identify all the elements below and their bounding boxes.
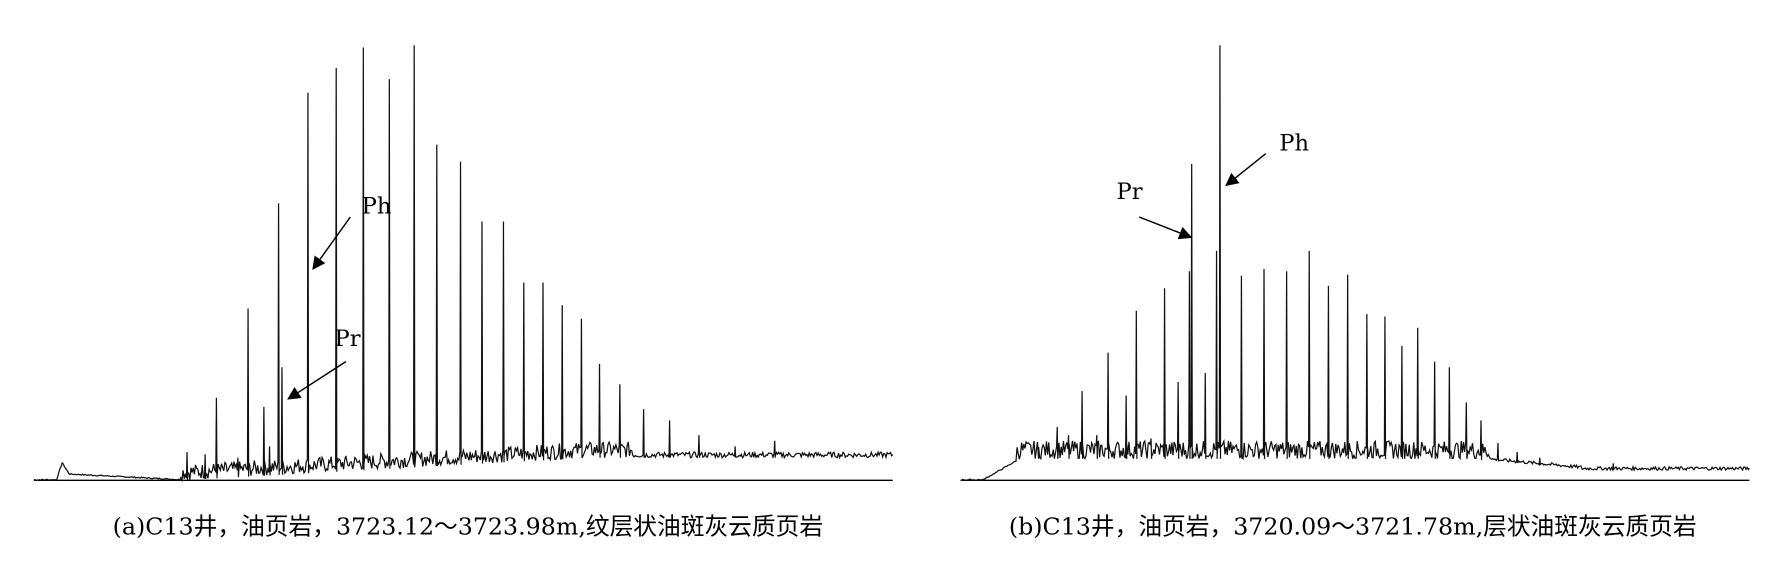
chromatogram-b	[960, 45, 1750, 482]
chromatogram-a	[33, 45, 894, 483]
arrow	[312, 216, 351, 271]
peak-label: Ph	[1279, 130, 1309, 156]
trace	[33, 45, 894, 483]
peak-label: Ph	[362, 194, 392, 220]
arrow	[1138, 216, 1193, 240]
peak-label: Pr	[335, 326, 361, 352]
annotations: Ph Pr Pr Ph	[287, 130, 1309, 400]
caption: (a)C13井，油页岩，3723.12～3723.98m,纹层状油斑灰云质页岩	[113, 513, 823, 541]
caption: (b)C13井，油页岩，3720.09～3721.78m,层状油斑灰云质页岩	[1009, 513, 1697, 541]
arrow	[1225, 153, 1267, 187]
arrow	[287, 361, 347, 400]
peak-label: Pr	[1117, 179, 1143, 205]
trace	[960, 45, 1750, 482]
